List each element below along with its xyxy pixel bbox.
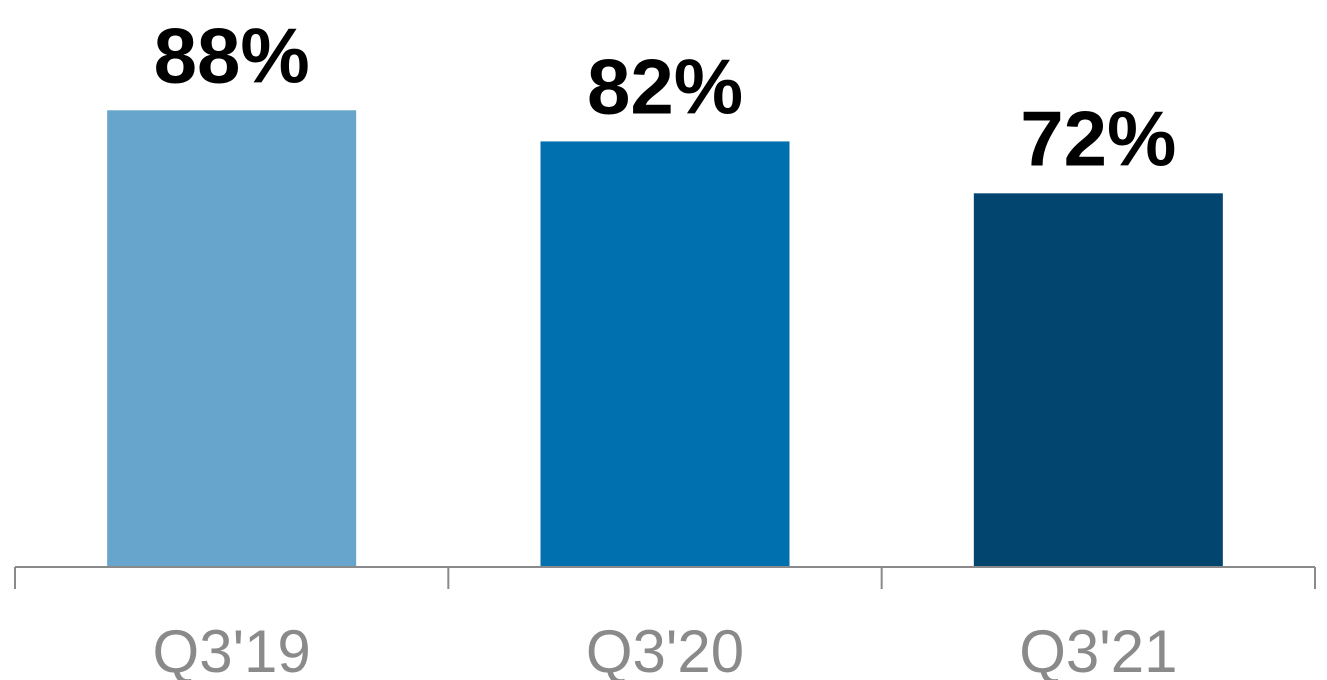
x-tick-labels-group: Q3'19 Q3'20 Q3'21 bbox=[153, 618, 1178, 680]
data-labels-group: 88% 82% 72% bbox=[154, 11, 1177, 182]
bars-group bbox=[107, 110, 1223, 568]
bar-2 bbox=[973, 193, 1223, 567]
data-label-0: 88% bbox=[154, 11, 310, 99]
bar-1 bbox=[540, 141, 790, 568]
data-label-1: 82% bbox=[587, 42, 743, 130]
x-tick-label-2: Q3'21 bbox=[1019, 618, 1177, 680]
data-label-2: 72% bbox=[1020, 94, 1176, 182]
x-tick-label-1: Q3'20 bbox=[586, 618, 744, 680]
bar-0 bbox=[107, 110, 357, 567]
x-tick-label-0: Q3'19 bbox=[153, 618, 311, 680]
x-axis bbox=[14, 566, 1316, 589]
